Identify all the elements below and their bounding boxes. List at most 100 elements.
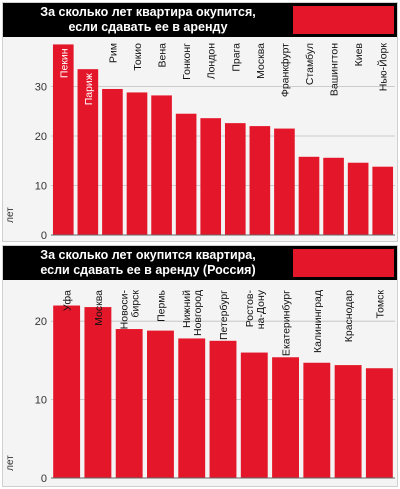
bar bbox=[52, 44, 74, 235]
category-label: Москва bbox=[255, 43, 267, 79]
y-tick-label: 0 bbox=[41, 473, 47, 485]
chart-header: За сколько лет квартира окупится, если с… bbox=[3, 3, 397, 37]
y-tick-label: 0 bbox=[41, 230, 47, 241]
category-label: Пермь bbox=[155, 289, 167, 321]
category-label-line: Вашингтон bbox=[329, 43, 341, 96]
bar bbox=[334, 365, 362, 478]
category-label: Москва bbox=[93, 290, 105, 326]
bar bbox=[365, 368, 393, 478]
y-tick-label: 20 bbox=[35, 131, 47, 143]
bar bbox=[77, 69, 99, 235]
category-label-line: Ростов- bbox=[244, 290, 256, 328]
bar bbox=[53, 305, 81, 478]
chart-panel-russia: За сколько лет окупится квартира, если с… bbox=[2, 245, 398, 487]
bar bbox=[102, 88, 123, 235]
category-label-line: Гонконг bbox=[181, 43, 193, 80]
bar bbox=[115, 329, 143, 478]
bar bbox=[303, 362, 331, 478]
category-label: Франкфурт bbox=[279, 43, 291, 97]
y-axis-label: лет bbox=[5, 455, 16, 471]
category-label: Прага bbox=[230, 43, 242, 72]
chart-title-line-1: За сколько лет квартира окупится, bbox=[40, 5, 256, 19]
category-label-line: Калининград bbox=[312, 290, 324, 353]
category-label: Париж bbox=[83, 73, 95, 105]
category-label-line: Пермь bbox=[155, 289, 167, 321]
chart-title-line-2: если сдавать ее в аренду (Россия) bbox=[40, 263, 256, 277]
category-label: Екатеринбург bbox=[281, 290, 293, 356]
category-label-line: Франкфурт bbox=[279, 43, 291, 97]
bar bbox=[240, 352, 268, 478]
category-label: Гонконг bbox=[181, 43, 193, 80]
category-label: Новоси-бирск bbox=[119, 290, 142, 330]
category-label-line: Прага bbox=[230, 43, 242, 72]
bar bbox=[249, 126, 271, 235]
category-label-line: Уфа bbox=[62, 290, 74, 311]
bar bbox=[274, 128, 295, 235]
category-label-line: Рим bbox=[107, 43, 119, 63]
category-label: Краснодар bbox=[343, 290, 355, 342]
category-label: Уфа bbox=[62, 290, 74, 311]
category-label-line: Новгород bbox=[192, 290, 204, 336]
y-tick-label: 10 bbox=[35, 181, 47, 193]
chart-title: За сколько лет квартира окупится, если с… bbox=[8, 5, 288, 35]
category-label-line: Токио bbox=[132, 43, 144, 71]
category-label-line: Лондон bbox=[206, 43, 218, 79]
chart-title-line-1: За сколько лет окупится квартира, bbox=[40, 248, 256, 262]
category-label: Пекин bbox=[58, 48, 70, 78]
bar bbox=[372, 166, 394, 235]
category-label-line: Нижний bbox=[181, 290, 193, 328]
category-label-line: Томск bbox=[374, 290, 386, 319]
bar bbox=[209, 340, 237, 478]
category-label: Ростов-на-Дону bbox=[244, 289, 267, 329]
category-label-line: Киев bbox=[353, 43, 365, 67]
category-label-line: бирск bbox=[130, 290, 142, 318]
category-label: Рим bbox=[107, 43, 119, 63]
bar bbox=[347, 162, 369, 235]
category-label: Калининград bbox=[312, 290, 324, 353]
bar bbox=[147, 330, 174, 478]
chart-panel-world: За сколько лет квартира окупится, если с… bbox=[2, 2, 398, 242]
bar bbox=[175, 113, 197, 235]
bar bbox=[272, 357, 299, 478]
category-label-line: Москва bbox=[255, 43, 267, 79]
bar bbox=[224, 123, 246, 235]
category-label-line: на-Дону bbox=[255, 289, 267, 329]
category-label: Токио bbox=[132, 43, 144, 71]
category-label: Лондон bbox=[206, 43, 218, 79]
category-label: Киев bbox=[353, 43, 365, 67]
bar bbox=[84, 307, 112, 478]
category-label-line: Нью-Йорк bbox=[377, 43, 390, 92]
category-label-line: Пекин bbox=[58, 48, 70, 78]
y-tick-label: 10 bbox=[35, 395, 47, 407]
category-label-line: Краснодар bbox=[343, 290, 355, 342]
y-axis-label: лет bbox=[5, 207, 16, 223]
category-label: Стамбул bbox=[304, 43, 316, 85]
category-label: Петербург bbox=[218, 290, 230, 340]
bar bbox=[298, 156, 320, 235]
chart-title: За сколько лет окупится квартира, если с… bbox=[8, 248, 288, 278]
bar bbox=[126, 92, 148, 235]
bar-chart-russia: 0 10 20 лет Уфа Москва Новоси-бирск Пермь Нижний… bbox=[5, 289, 395, 485]
y-tick-label: 30 bbox=[35, 82, 47, 94]
chart-title-line-2: если сдавать ее в аренду bbox=[68, 20, 228, 34]
category-label: Вашингтон bbox=[329, 43, 341, 96]
bar bbox=[178, 338, 206, 478]
category-label-line: Петербург bbox=[218, 290, 230, 340]
category-label: Нью-Йорк bbox=[377, 43, 390, 92]
bar bbox=[151, 95, 172, 235]
category-label-line: Новоси- bbox=[119, 290, 131, 330]
y-tick-label: 20 bbox=[35, 316, 47, 328]
bar-chart-world: 0 10 20 30 лет Пекин Париж Рим Токио Вена Гонконг Л… bbox=[5, 43, 395, 241]
category-label-line: Вена bbox=[157, 43, 169, 68]
category-label-line: Екатеринбург bbox=[281, 290, 293, 356]
header-accent-block bbox=[293, 249, 394, 277]
header-accent-block bbox=[293, 6, 394, 34]
chart-header: За сколько лет окупится квартира, если с… bbox=[3, 246, 397, 280]
category-label-line: Москва bbox=[93, 290, 105, 326]
bar bbox=[323, 157, 344, 235]
category-label: Томск bbox=[374, 290, 386, 319]
category-label: НижнийНовгород bbox=[181, 290, 204, 336]
category-label-line: Стамбул bbox=[304, 43, 316, 85]
category-label-line: Париж bbox=[83, 73, 95, 105]
bar bbox=[200, 118, 222, 235]
